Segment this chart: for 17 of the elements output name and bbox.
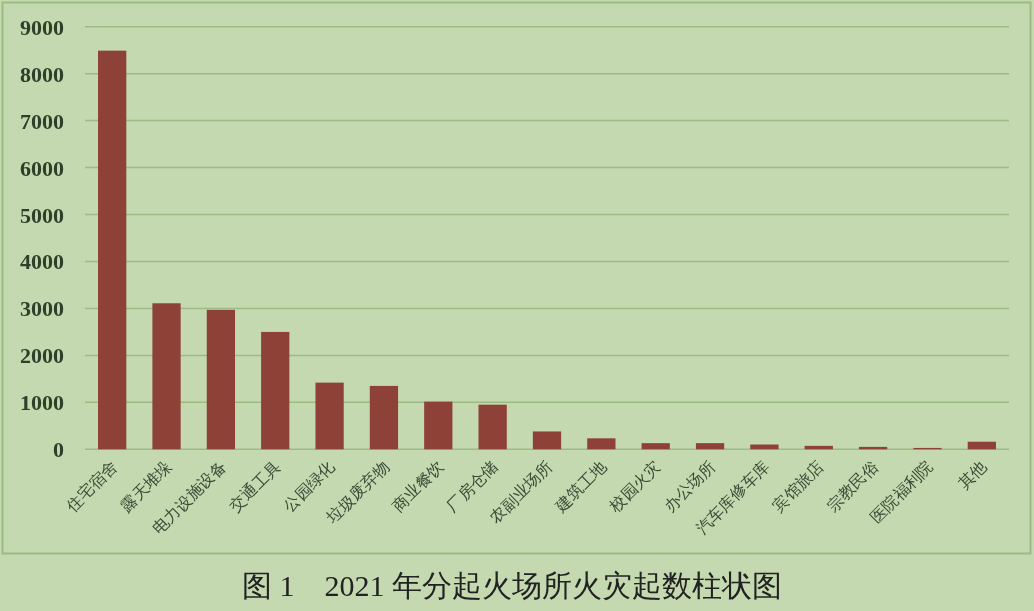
text: 图 1 2021 年分起火场所火灾起数柱状图 [242,569,782,602]
y-tick-label: 6000 [20,155,64,181]
y-tick-label: 9000 [20,14,64,40]
y-tick-label: 3000 [20,296,64,322]
y-tick-label: 4000 [20,249,64,275]
y-tick-label: 5000 [20,202,64,228]
x-tick-label: 交通工具 [226,457,284,515]
x-tick-label: 住宅宿舍 [62,457,121,516]
x-tick-label: 建筑工地 [551,457,610,516]
y-tick-label: 7000 [20,108,64,134]
y-tick-label: 1000 [20,390,64,416]
y-tick-label: 8000 [20,61,64,87]
y-tick-label: 2000 [20,343,64,369]
x-tick-label: 宾馆旅店 [769,457,827,515]
x-tick-label: 其他 [955,457,990,493]
y-tick-label: 0 [53,437,64,463]
x-tick-label: 商业餐饮 [389,457,447,515]
